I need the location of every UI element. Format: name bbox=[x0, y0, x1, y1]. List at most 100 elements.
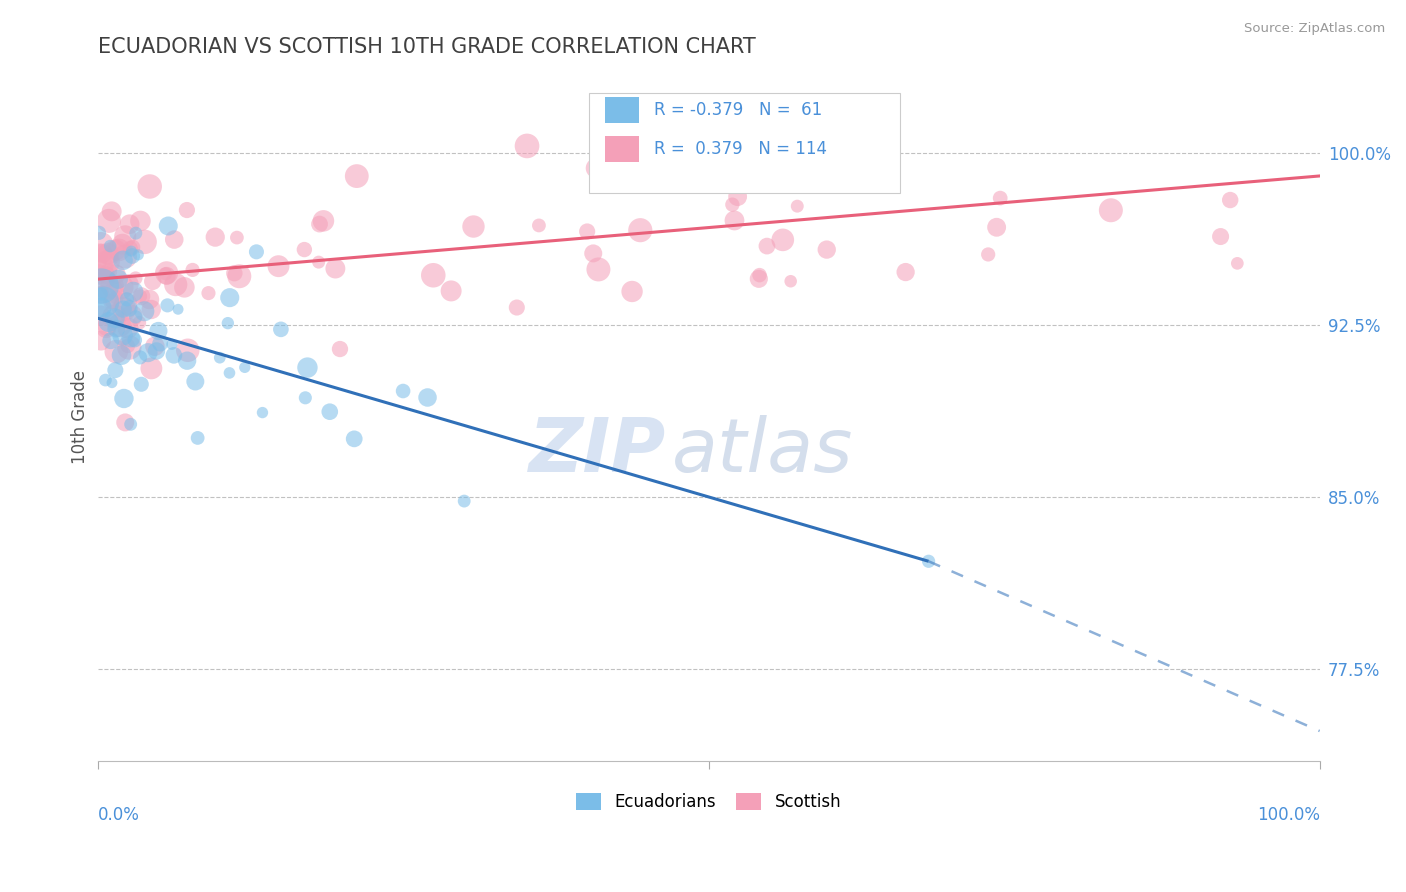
Point bbox=[141, 361, 163, 376]
Point bbox=[325, 261, 347, 276]
Point bbox=[93, 295, 115, 310]
Point bbox=[114, 416, 136, 430]
Point bbox=[297, 360, 319, 375]
Point bbox=[343, 432, 366, 446]
Point bbox=[108, 318, 131, 333]
Point bbox=[117, 277, 139, 292]
Point bbox=[145, 343, 167, 358]
Point bbox=[149, 336, 172, 351]
Text: R =  0.379   N = 114: R = 0.379 N = 114 bbox=[654, 140, 827, 158]
Point bbox=[125, 226, 148, 240]
Point bbox=[160, 337, 183, 351]
Point bbox=[89, 309, 111, 323]
Point bbox=[748, 272, 770, 286]
Point bbox=[120, 244, 142, 259]
Point bbox=[111, 237, 134, 252]
Point bbox=[94, 373, 117, 387]
Point bbox=[165, 277, 187, 292]
Point bbox=[917, 554, 939, 568]
Point bbox=[312, 214, 335, 228]
Point bbox=[204, 230, 226, 244]
Point bbox=[129, 214, 152, 228]
Point bbox=[1219, 193, 1241, 207]
Point bbox=[176, 353, 198, 368]
Point bbox=[779, 274, 801, 288]
Point bbox=[96, 320, 118, 334]
Text: R = -0.379   N =  61: R = -0.379 N = 61 bbox=[654, 101, 823, 119]
Point bbox=[103, 284, 125, 298]
Point bbox=[217, 316, 239, 330]
Point bbox=[225, 230, 247, 244]
Point bbox=[167, 302, 190, 317]
Point bbox=[94, 268, 117, 282]
Point bbox=[104, 267, 127, 281]
Point bbox=[90, 334, 112, 348]
Point bbox=[101, 294, 124, 309]
Point bbox=[628, 223, 651, 237]
Point bbox=[177, 343, 200, 358]
Point bbox=[91, 285, 114, 299]
Point bbox=[148, 324, 170, 338]
Point bbox=[121, 240, 143, 254]
Point bbox=[128, 316, 150, 330]
Point bbox=[748, 268, 770, 282]
Point bbox=[621, 285, 644, 299]
Point bbox=[101, 376, 124, 390]
Point bbox=[453, 494, 475, 508]
Point bbox=[90, 279, 112, 293]
Bar bbox=[605, 136, 638, 162]
Point bbox=[120, 331, 142, 345]
Point bbox=[986, 220, 1008, 235]
Point bbox=[755, 239, 778, 253]
Point bbox=[104, 311, 127, 326]
Point bbox=[108, 243, 131, 257]
Point bbox=[139, 179, 162, 194]
Point bbox=[110, 280, 132, 294]
Point bbox=[115, 297, 138, 311]
Bar bbox=[605, 97, 638, 123]
Point bbox=[87, 271, 110, 285]
Point bbox=[138, 293, 160, 307]
Point bbox=[155, 267, 177, 281]
Point bbox=[292, 243, 315, 257]
Legend: Ecuadorians, Scottish: Ecuadorians, Scottish bbox=[569, 787, 848, 818]
Point bbox=[346, 169, 368, 183]
Point bbox=[97, 246, 120, 260]
Point bbox=[120, 241, 142, 255]
Point bbox=[308, 255, 330, 269]
Point bbox=[114, 229, 136, 244]
Point bbox=[112, 392, 135, 406]
Point bbox=[308, 217, 330, 231]
Point bbox=[124, 271, 146, 285]
Point bbox=[111, 328, 134, 343]
Point bbox=[155, 266, 177, 280]
Point bbox=[104, 363, 127, 377]
Point bbox=[114, 250, 136, 264]
Point bbox=[440, 284, 463, 298]
Point bbox=[319, 405, 342, 419]
Point bbox=[93, 259, 115, 273]
Point bbox=[582, 246, 605, 260]
Text: 100.0%: 100.0% bbox=[1257, 805, 1320, 823]
Point bbox=[228, 269, 250, 284]
Point bbox=[184, 375, 207, 389]
Point bbox=[141, 302, 163, 317]
Point bbox=[1099, 203, 1122, 218]
Point bbox=[89, 264, 111, 278]
Point bbox=[121, 309, 143, 323]
Point bbox=[90, 301, 112, 315]
Point bbox=[90, 287, 112, 301]
Point bbox=[127, 248, 149, 262]
Text: Source: ZipAtlas.com: Source: ZipAtlas.com bbox=[1244, 22, 1385, 36]
Point bbox=[163, 348, 186, 362]
Point bbox=[117, 339, 139, 353]
Point bbox=[815, 243, 838, 257]
Point bbox=[105, 321, 128, 335]
Point bbox=[100, 334, 122, 348]
Point bbox=[118, 217, 141, 231]
Point bbox=[163, 233, 186, 247]
Point bbox=[118, 341, 141, 355]
Point bbox=[723, 213, 745, 227]
FancyBboxPatch shape bbox=[589, 94, 900, 194]
Point bbox=[96, 320, 118, 334]
